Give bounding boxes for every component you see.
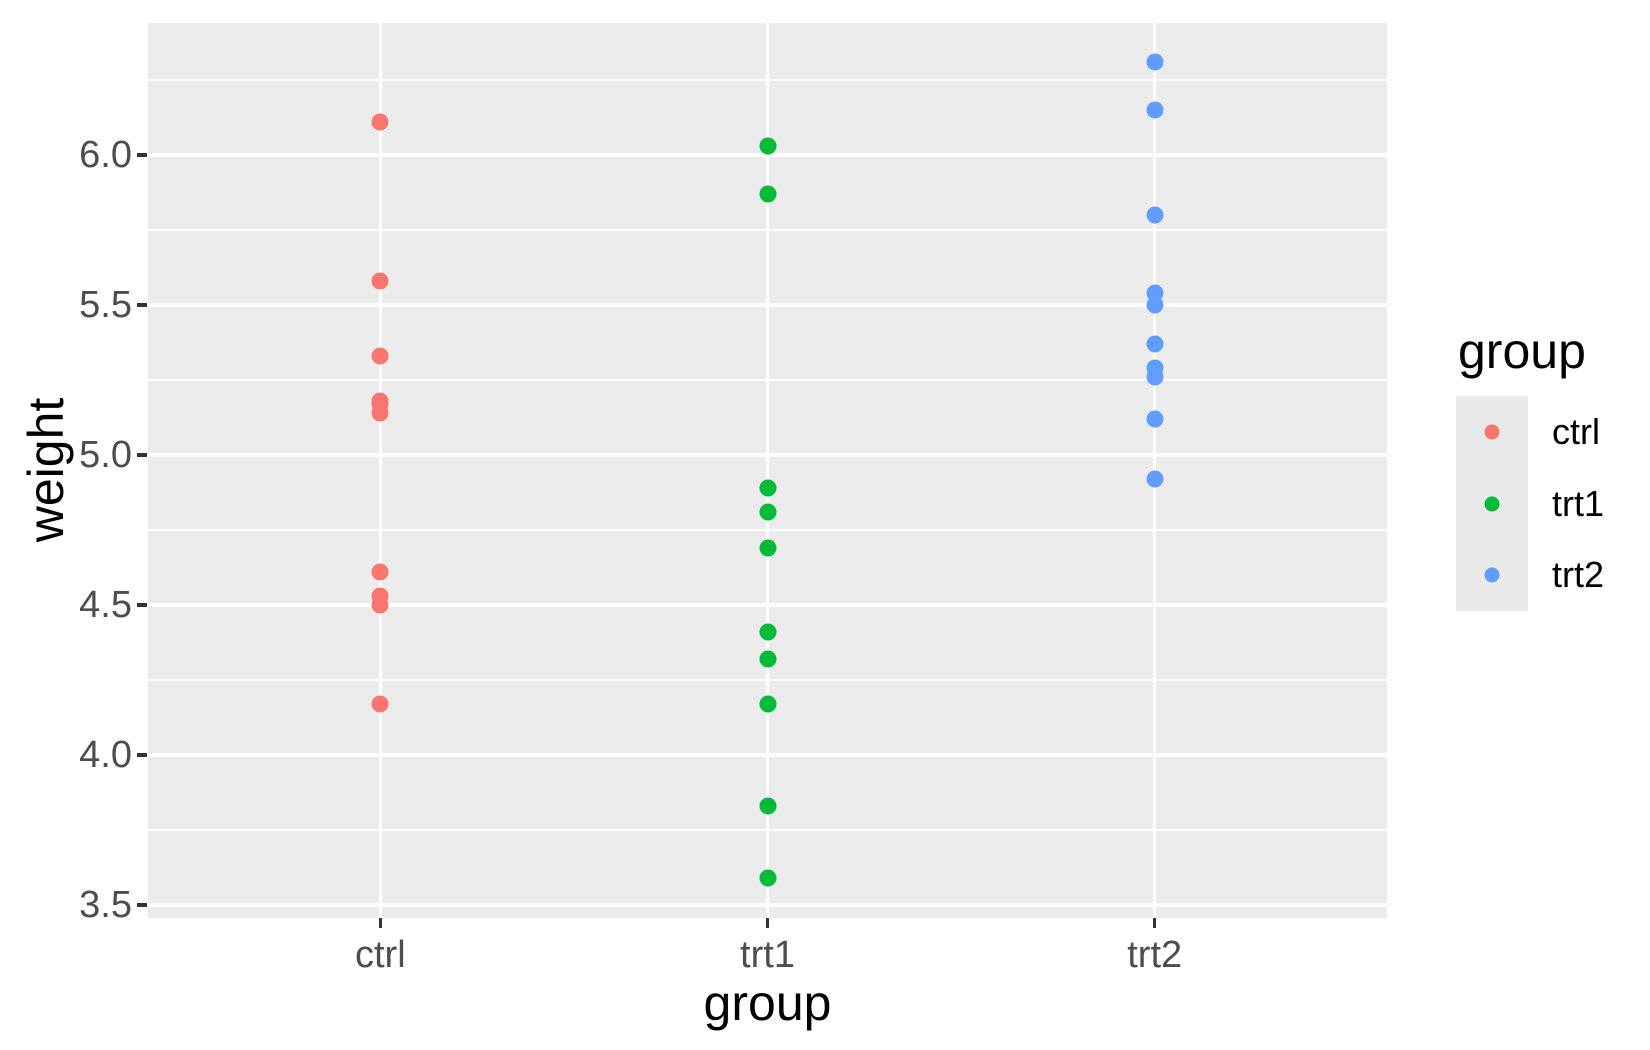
y-tick-label: 4.0 (79, 734, 132, 776)
data-point-ctrl (371, 113, 389, 131)
y-axis-tick (137, 753, 147, 757)
y-axis-tick (137, 603, 147, 607)
legend-dot-ctrl (1484, 424, 1500, 440)
plot-panel (148, 23, 1387, 918)
data-point-trt2 (1146, 101, 1164, 119)
data-point-trt1 (759, 695, 776, 713)
y-tick-label: 5.0 (79, 434, 132, 476)
legend-title: group (1458, 323, 1586, 379)
y-tick-label: 5.5 (79, 284, 132, 326)
data-point-trt2 (1146, 335, 1164, 353)
data-point-ctrl (371, 695, 389, 713)
data-point-trt2 (1146, 470, 1164, 488)
data-point-trt1 (759, 137, 776, 155)
x-tick-label: ctrl (354, 934, 406, 976)
y-axis-tick (137, 153, 147, 157)
legend-key (1456, 539, 1528, 612)
legend-row: trt1 (1456, 467, 1605, 540)
y-tick-label: 6.0 (79, 134, 132, 176)
data-point-trt1 (759, 797, 776, 815)
x-axis-tick (765, 918, 770, 928)
data-point-trt2 (1146, 410, 1164, 428)
data-point-trt2 (1146, 296, 1164, 314)
legend-keys: ctrl trt1 trt2 (1456, 396, 1605, 612)
x-tick-label: trt1 (740, 934, 795, 976)
legend-label: ctrl (1552, 410, 1600, 452)
y-axis-tick (137, 303, 147, 307)
data-point-trt1 (759, 869, 776, 887)
y-tick-label: 4.5 (79, 584, 132, 626)
x-tick-label: trt2 (1127, 934, 1183, 976)
x-axis-title: group (703, 975, 832, 1031)
x-axis-tick (1152, 918, 1157, 928)
data-point-trt2 (1146, 368, 1164, 386)
data-point-trt1 (759, 623, 776, 641)
data-point-trt1 (759, 539, 776, 557)
data-point-trt1 (759, 479, 776, 497)
legend-row: ctrl (1456, 396, 1604, 468)
legend-dot-trt2 (1484, 567, 1500, 583)
y-axis-tick (137, 453, 147, 457)
y-axis-tick (137, 903, 147, 907)
legend-row: trt2 (1456, 539, 1605, 612)
data-point-ctrl (371, 404, 389, 422)
data-point-trt1 (759, 185, 776, 203)
data-point-ctrl (371, 563, 389, 581)
legend-dot-trt1 (1484, 496, 1500, 512)
gridline-vertical (765, 23, 770, 918)
data-point-trt1 (759, 503, 776, 521)
x-axis-tick (378, 918, 383, 928)
data-point-ctrl (371, 347, 389, 365)
data-point-ctrl (371, 272, 389, 290)
gridline-vertical (378, 23, 383, 918)
legend-label: trt1 (1552, 482, 1605, 524)
data-point-trt1 (759, 650, 776, 668)
legend-key (1456, 467, 1528, 540)
data-point-trt2 (1146, 206, 1164, 224)
legend: group ctrl trt1 trt2 (1456, 323, 1605, 612)
data-point-trt2 (1146, 53, 1164, 71)
y-tick-label: 3.5 (79, 884, 132, 926)
legend-label: trt2 (1552, 554, 1605, 596)
data-point-ctrl (371, 587, 389, 605)
legend-key (1456, 396, 1528, 468)
